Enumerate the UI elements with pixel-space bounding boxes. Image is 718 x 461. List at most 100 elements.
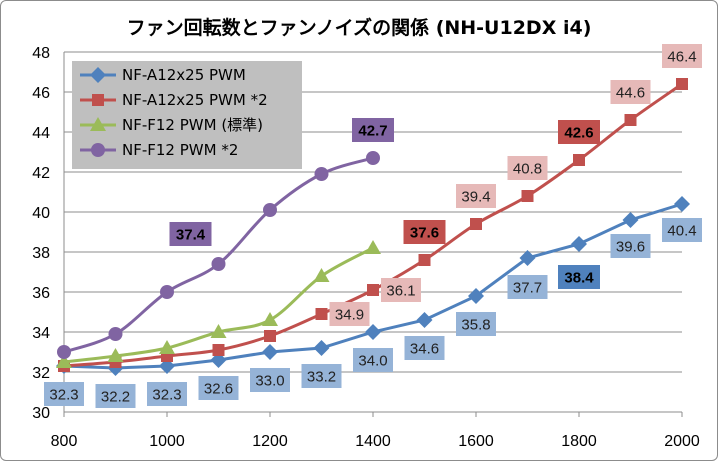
x-tick-label: 2000 xyxy=(664,433,700,450)
marker-diamond xyxy=(416,312,433,328)
marker-diamond xyxy=(571,236,587,252)
data-label-box xyxy=(250,368,290,392)
data-label-text: 32.3 xyxy=(152,387,181,404)
data-label-box xyxy=(456,184,496,208)
y-tick-label: 40 xyxy=(32,205,50,222)
data-label-text: 35.8 xyxy=(461,317,490,334)
marker-circle xyxy=(314,167,329,181)
series-0 xyxy=(56,196,690,376)
data-label-text: 40.8 xyxy=(513,161,542,178)
axis-layer: 30 32 34 36 38 40 42 44 46 48 800 1000 1200 1400 1600 1… xyxy=(32,45,700,450)
legend-item-1: NF-A12x25 PWM *2 xyxy=(80,91,268,109)
data-label-box xyxy=(403,220,446,244)
marker-circle xyxy=(211,257,226,271)
data-label-box xyxy=(353,348,393,372)
data-label: 32.2 xyxy=(95,384,136,408)
data-label: 38.4 xyxy=(558,265,600,289)
chart-title: ファン回転数とファンノイズの関係 (NH-U12DX i4) xyxy=(127,16,592,39)
series-2 xyxy=(56,240,381,368)
y-tick-label: 36 xyxy=(32,285,50,302)
y-tick-label: 44 xyxy=(32,125,50,142)
data-label-box xyxy=(662,44,702,68)
data-label-box xyxy=(352,118,394,142)
data-label-text: 39.4 xyxy=(461,189,490,206)
data-label-box xyxy=(610,234,651,258)
legend-label: NF-A12x25 PWM *2 xyxy=(122,91,268,109)
x-tick-label: 1000 xyxy=(149,433,185,450)
data-label-text: 46.4 xyxy=(667,49,696,66)
data-label-text: 42.7 xyxy=(358,123,387,140)
marker-triangle xyxy=(107,348,124,362)
y-tick-label: 34 xyxy=(32,325,50,342)
data-label: 34.0 xyxy=(353,348,393,372)
data-label: 32.3 xyxy=(147,382,187,406)
legend-label: NF-A12x25 PWM xyxy=(122,66,246,84)
marker-diamond xyxy=(622,212,639,228)
marker-square xyxy=(470,218,482,230)
data-label: 42.6 xyxy=(558,120,600,144)
marker-diamond xyxy=(674,196,690,212)
data-label-text: 38.4 xyxy=(564,270,594,287)
data-label-box xyxy=(147,382,187,406)
data-label-box xyxy=(198,376,239,400)
legend-item-3: NF-F12 PWM *2 xyxy=(80,141,238,159)
y-tick-label: 48 xyxy=(32,45,50,62)
data-label: 35.8 xyxy=(456,312,496,336)
marker-square xyxy=(624,114,637,126)
data-label: 37.4 xyxy=(169,222,212,246)
legend-label: NF-F12 PWM *2 xyxy=(122,141,238,159)
data-label-box xyxy=(404,336,445,360)
marker-diamond xyxy=(313,340,330,356)
data-label-box xyxy=(95,384,136,408)
data-label-box xyxy=(558,120,600,144)
legend-item-0: NF-A12x25 PWM xyxy=(80,66,246,84)
data-label-box xyxy=(558,265,600,289)
data-label: 46.4 xyxy=(662,44,702,68)
data-label: 40.8 xyxy=(507,156,548,180)
x-tick-label: 1200 xyxy=(252,433,288,450)
data-label-text: 34.9 xyxy=(335,307,364,324)
marker-diamond xyxy=(262,344,278,360)
data-label-box xyxy=(169,222,212,246)
x-tick-label: 1400 xyxy=(355,433,391,450)
x-tick-label: 1600 xyxy=(458,433,494,450)
data-label-box xyxy=(329,302,370,326)
data-label-text: 39.6 xyxy=(616,239,645,256)
marker-triangle xyxy=(159,340,175,354)
marker-circle xyxy=(263,203,277,217)
marker-triangle xyxy=(210,324,227,338)
data-label: 33.0 xyxy=(250,368,290,392)
data-label-box xyxy=(507,275,548,299)
data-label-box xyxy=(610,80,651,104)
data-label-text: 37.7 xyxy=(513,280,542,297)
marker-square xyxy=(521,190,534,202)
marker-diamond xyxy=(90,67,106,83)
marker-triangle xyxy=(262,312,278,326)
x-tick-label: 800 xyxy=(51,433,78,450)
data-label: 37.6 xyxy=(403,220,446,244)
data-label: 34.9 xyxy=(329,302,370,326)
data-label-text: 36.1 xyxy=(386,283,415,300)
data-label-text: 37.6 xyxy=(410,225,439,242)
marker-square xyxy=(676,78,688,90)
data-label-text: 32.6 xyxy=(204,381,233,398)
data-label-text: 34.6 xyxy=(410,341,439,358)
data-label-box xyxy=(507,156,548,180)
series-line xyxy=(63,156,374,354)
marker-circle xyxy=(366,151,380,165)
marker-square xyxy=(573,154,585,166)
y-tick-label: 46 xyxy=(32,85,50,102)
data-label-box xyxy=(301,364,342,388)
marker-diamond xyxy=(519,250,536,266)
marker-diamond xyxy=(365,324,381,340)
y-tick-label: 32 xyxy=(32,365,50,382)
marker-diamond xyxy=(468,288,484,304)
marker-triangle xyxy=(365,240,381,254)
y-tick-label: 42 xyxy=(32,165,50,182)
legend-label: NF-F12 PWM (標準) xyxy=(122,116,263,134)
data-label: 39.4 xyxy=(456,184,496,208)
data-label-text: 44.6 xyxy=(616,85,645,102)
marker-square xyxy=(418,254,431,266)
data-label-layer: 32.3 32.2 32.3 32.6 33.0 33.2 34.0 34.6 35.8 37.7… xyxy=(44,44,702,408)
